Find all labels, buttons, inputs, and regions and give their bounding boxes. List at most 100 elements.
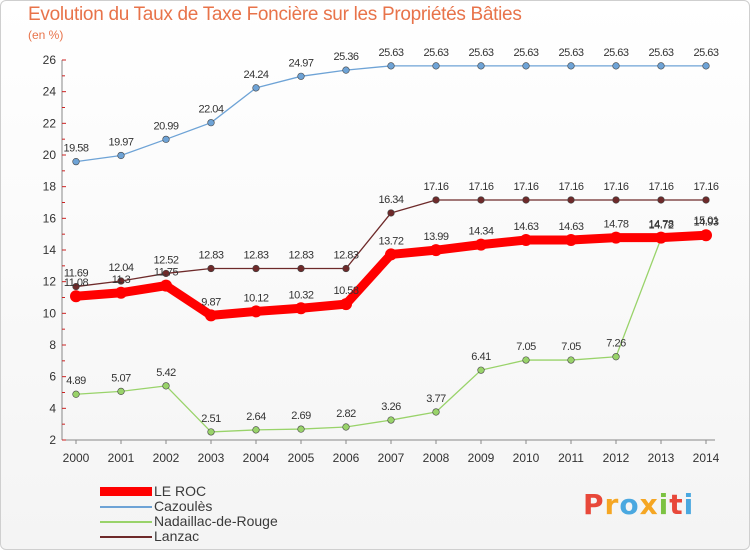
data-point (117, 387, 125, 395)
x-tick-label: 2006 (333, 451, 360, 465)
data-point (252, 84, 260, 92)
data-point (387, 62, 395, 70)
data-label: 22.04 (198, 104, 223, 116)
data-point (432, 62, 440, 70)
data-label: 24.24 (243, 69, 268, 81)
data-point (297, 425, 305, 433)
data-label: 11.08 (64, 277, 89, 289)
data-point (70, 290, 82, 303)
data-label: 14.78 (603, 219, 628, 231)
y-tick-label: 14 (43, 243, 57, 257)
data-label: 11.75 (154, 267, 179, 279)
data-point (297, 264, 305, 273)
data-point (477, 62, 485, 70)
data-label: 2.69 (291, 410, 311, 422)
data-point (522, 196, 530, 204)
data-label: 6.41 (471, 351, 491, 363)
x-tick-label: 2011 (558, 451, 584, 465)
data-label: 25.63 (693, 47, 718, 59)
data-point (522, 356, 530, 364)
data-label: 15.01 (693, 215, 718, 227)
data-point (567, 196, 575, 204)
data-label: 25.63 (378, 47, 403, 59)
data-label: 17.16 (423, 181, 448, 193)
y-tick-label: 4 (49, 401, 56, 415)
data-label: 13.99 (423, 231, 448, 243)
data-point (207, 428, 215, 436)
series-le-roc (70, 229, 712, 322)
data-point (387, 416, 395, 424)
data-point (610, 231, 622, 244)
data-label: 17.16 (693, 181, 718, 193)
legend-label: LE ROC (154, 483, 207, 499)
data-label: 11.69 (64, 268, 89, 280)
data-label: 10.58 (333, 285, 358, 297)
data-point (387, 209, 395, 217)
data-label: 12.52 (153, 254, 178, 266)
data-label: 14.63 (558, 221, 583, 233)
data-point (295, 302, 307, 315)
data-label: 2.64 (246, 411, 266, 423)
legend-swatch (100, 487, 152, 496)
data-label: 9.87 (201, 296, 221, 308)
x-tick-label: 2014 (693, 451, 720, 465)
data-label: 20.99 (153, 120, 178, 132)
chart-title: Evolution du Taux de Taxe Foncière sur l… (28, 4, 522, 25)
data-point (72, 390, 80, 398)
data-label: 4.89 (66, 375, 86, 387)
chart-subtitle: (en %) (28, 28, 64, 42)
data-point (252, 426, 260, 434)
legend-label: Lanzac (154, 528, 200, 544)
data-label: 12.83 (243, 250, 268, 262)
data-point (657, 196, 665, 204)
y-tick-label: 16 (43, 211, 57, 225)
data-label: 17.16 (648, 181, 673, 193)
data-label: 7.26 (606, 338, 626, 350)
legend-label: Nadaillac-de-Rouge (154, 513, 278, 529)
data-label: 25.63 (468, 47, 493, 59)
data-label: 13.72 (378, 235, 403, 247)
data-label: 5.07 (111, 372, 131, 384)
data-label: 17.16 (558, 181, 583, 193)
data-point (612, 62, 620, 70)
data-point (162, 135, 170, 143)
data-label: 11.3 (112, 274, 131, 286)
data-point (117, 151, 125, 160)
x-tick-label: 2005 (288, 451, 315, 465)
data-label: 14.72 (648, 220, 673, 232)
data-point (72, 158, 80, 166)
y-tick-label: 6 (49, 370, 56, 384)
series-line (75, 65, 707, 163)
data-label: 14.78 (648, 219, 673, 231)
data-label: 3.26 (381, 401, 401, 413)
data-point (432, 196, 440, 204)
y-tick-label: 10 (43, 306, 57, 320)
x-tick-label: 2000 (63, 451, 90, 465)
y-tick-label: 8 (49, 338, 56, 352)
data-point (655, 231, 667, 244)
data-label: 10.32 (288, 289, 313, 301)
data-label: 5.42 (156, 367, 176, 379)
data-label: 24.97 (288, 57, 313, 69)
data-label: 19.58 (63, 143, 88, 155)
x-tick-label: 2001 (108, 451, 135, 465)
proxiti-logo: Proxiti (583, 488, 695, 521)
data-point (520, 234, 532, 247)
data-label: 14.93 (693, 216, 718, 228)
data-point (207, 264, 215, 273)
data-point (72, 282, 80, 291)
data-point (250, 305, 262, 318)
data-label: 14.34 (468, 226, 493, 238)
data-point (430, 244, 442, 257)
data-point (567, 62, 575, 70)
y-tick-label: 26 (43, 53, 57, 67)
data-point (342, 66, 350, 74)
data-point (700, 229, 712, 242)
series-cazoul-s (72, 62, 710, 166)
data-point (160, 279, 172, 292)
legend-label: Cazoulès (154, 498, 213, 514)
data-label: 3.77 (426, 393, 446, 405)
data-label: 12.04 (108, 262, 133, 274)
data-point (342, 264, 350, 273)
data-point (162, 269, 170, 278)
